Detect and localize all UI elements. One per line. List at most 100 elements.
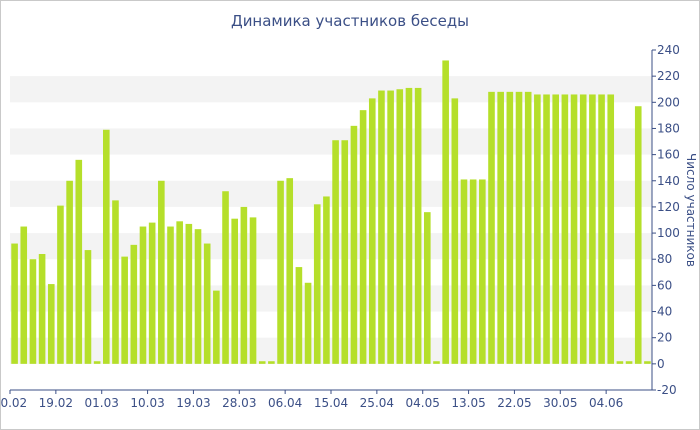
bar [479,179,486,364]
bar [167,226,174,364]
bar [515,91,523,364]
y-tick-label: 40 [657,305,672,319]
bar [506,91,514,364]
bar [414,87,422,364]
bar [112,200,119,364]
bar [625,361,633,364]
x-tick-label: 15.04 [314,396,348,410]
bar [194,229,202,364]
y-tick-label: 120 [657,200,680,214]
bar [616,361,624,364]
x-tick-label: 10.02 [0,396,27,410]
bar [20,226,28,364]
bar [130,244,138,364]
x-tick-label: 25.04 [360,396,394,410]
bar [213,290,220,364]
bar [534,94,541,364]
bar [231,218,239,364]
bar [368,98,376,364]
bar [57,205,64,364]
bar [332,140,339,364]
bar [323,196,330,364]
bar [29,259,37,364]
bar [644,361,651,364]
x-tick-label: 10.03 [130,396,164,410]
x-tick-label: 06.04 [268,396,302,410]
y-tick-label: 160 [657,148,680,162]
bar [433,361,440,364]
bar [258,361,266,364]
bar [158,180,165,364]
bars [11,60,651,364]
bar [203,243,211,364]
bar [634,106,642,364]
bar [359,110,367,364]
bar [378,90,385,364]
bar [460,179,468,364]
bar [11,243,18,364]
bar [589,94,596,364]
bar [341,140,349,364]
x-tick-label: 30.05 [543,396,577,410]
bar [598,94,605,364]
y-ticks: -20 0 20 40 60 80 100 120 140 160 180 200 220 240 [652,43,680,397]
bar [75,159,83,364]
y-tick-label: 240 [657,43,680,57]
x-tick-label: 19.02 [39,396,73,410]
y-tick-label: 180 [657,121,680,135]
bar [304,282,312,364]
bar [570,94,578,364]
bar [176,221,183,364]
bar [469,179,477,364]
y-tick-label: 60 [657,278,672,292]
bar [451,98,459,364]
bar [396,89,404,364]
y-tick-label: 220 [657,69,680,83]
bar [350,125,358,364]
y-tick-label: 100 [657,226,680,240]
bar [313,204,321,364]
bar [561,94,569,364]
bar [607,94,615,364]
bar [497,91,504,364]
bar [84,250,92,364]
bar [121,256,128,364]
bar [249,217,257,364]
x-tick-label: 28.03 [222,396,256,410]
bar [387,90,394,364]
y-tick-label: 0 [657,357,665,371]
bar [286,178,294,364]
bar [185,223,193,364]
bar [488,91,495,364]
bar [268,361,275,364]
bar [405,87,413,364]
x-ticks: 10.02 19.02 01.03 10.03 19.03 28.03 06.04 15.04… [0,390,623,410]
x-tick-label: 04.05 [406,396,440,410]
bar [552,94,560,364]
x-tick-label: 01.03 [85,396,119,410]
bar [240,206,248,364]
bar [543,94,550,364]
y-tick-label: 20 [657,331,672,345]
bar [579,94,587,364]
x-tick-label: 13.05 [451,396,485,410]
chart-title: Динамика участников беседы [230,12,470,30]
bar [102,129,110,364]
x-tick-label: 04.06 [589,396,623,410]
bar [277,180,284,364]
y-axis-label: Число участников [684,153,698,267]
bar [442,60,449,364]
y-tick-label: 140 [657,174,680,188]
bar [524,91,532,364]
y-tick-label: 80 [657,252,672,266]
bar [38,254,46,364]
bar [222,191,229,364]
bar [47,284,55,364]
x-tick-label: 22.05 [497,396,531,410]
y-tick-label: 200 [657,95,680,109]
y-tick-label: -20 [657,383,677,397]
bar [295,267,303,364]
bar [139,226,147,364]
bar [423,212,431,364]
